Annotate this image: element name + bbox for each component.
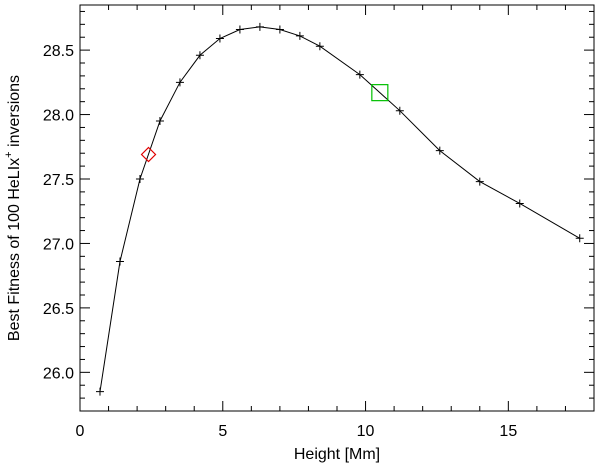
y-axis-title: Best Fitness of 100 HeLIx+ inversions	[3, 75, 23, 341]
y-tick-label: 26.5	[43, 301, 74, 318]
y-axis-title-prefix: Best Fitness of 100 HeLIx	[6, 158, 23, 341]
y-tick-label: 27.5	[43, 172, 74, 189]
data-point	[575, 234, 584, 243]
data-point	[275, 25, 284, 34]
red-diamond-marker	[140, 146, 157, 163]
data-point	[135, 175, 144, 183]
data-point	[255, 22, 264, 31]
tick-labels: 0 5 10 15 26.0 26.5 27.0 27.5 28.0 28.5	[43, 43, 517, 440]
data-point	[515, 199, 524, 208]
x-tick-label: 0	[76, 423, 85, 440]
data-point	[235, 25, 244, 34]
data-point	[475, 177, 484, 186]
data-point	[295, 31, 304, 40]
data-point	[435, 146, 444, 155]
data-point	[315, 42, 324, 51]
data-point	[155, 117, 164, 125]
y-tick-label: 27.0	[43, 236, 74, 253]
axis-ticks	[79, 5, 595, 412]
plot-frame	[79, 4, 595, 412]
x-axis-title: Height [Mm]	[294, 446, 380, 463]
y-tick-label: 28.0	[43, 108, 74, 125]
series-line	[99, 26, 580, 392]
y-axis-title-suffix: inversions	[6, 75, 23, 151]
highlight-markers	[140, 84, 389, 163]
y-tick-label: 26.0	[43, 365, 74, 382]
data-point	[195, 51, 204, 60]
data-point	[395, 106, 404, 115]
x-tick-label: 15	[499, 423, 517, 440]
series-layer	[95, 22, 584, 396]
y-axis-title-superscript: +	[3, 151, 15, 157]
data-point	[215, 34, 224, 43]
data-point	[175, 78, 184, 87]
x-tick-label: 5	[218, 423, 227, 440]
y-tick-label: 28.5	[43, 43, 74, 60]
data-point	[115, 257, 124, 266]
data-point	[95, 387, 104, 396]
x-tick-label: 10	[357, 423, 375, 440]
green-square-marker	[371, 84, 389, 102]
data-point	[355, 70, 364, 79]
